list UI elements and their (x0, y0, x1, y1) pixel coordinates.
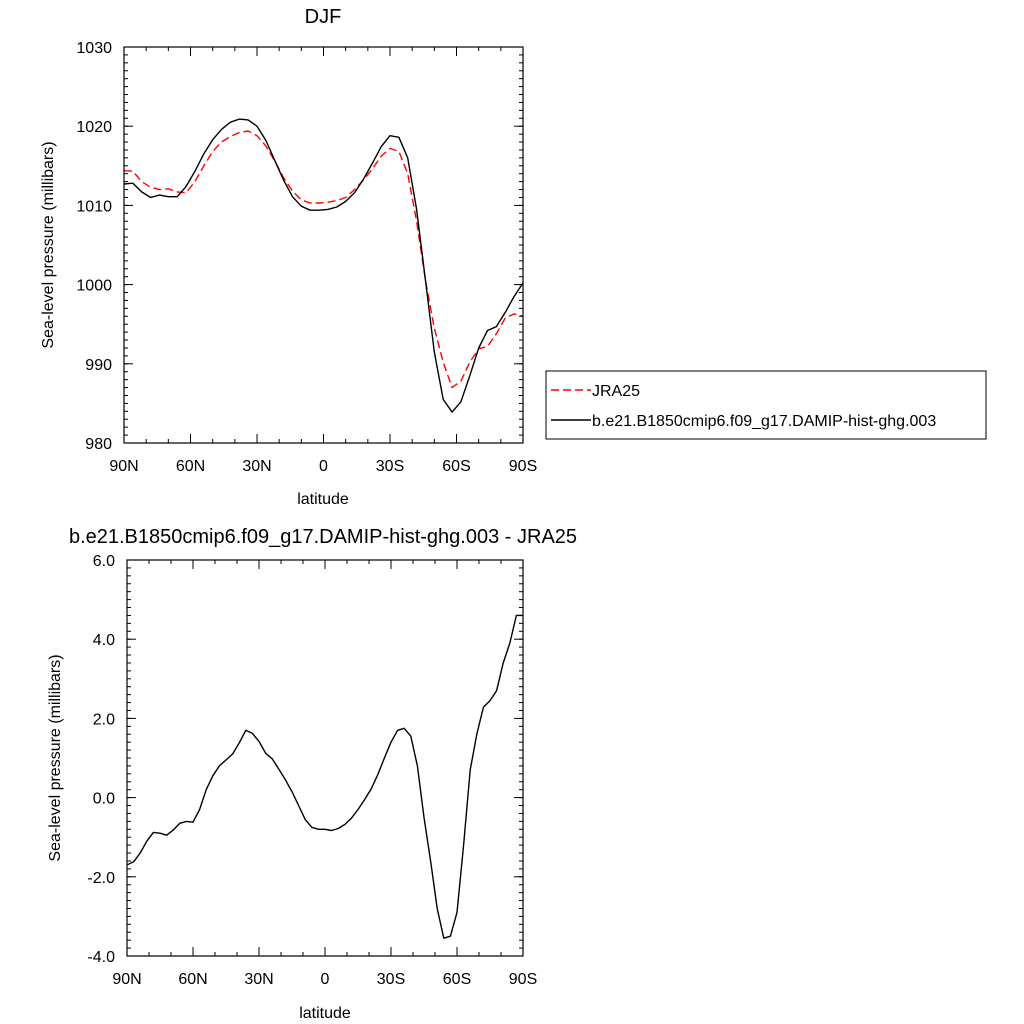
bottom-y-axis-label: Sea-level pressure (millibars) (47, 654, 64, 861)
bottom-x-tick-label: 90S (509, 971, 537, 988)
legend-box (545, 370, 987, 440)
top-x-tick-label: 60N (176, 458, 205, 475)
top-y-tick-label: 990 (85, 357, 112, 374)
legend-label-model: b.e21.B1850cmip6.f09_g17.DAMIP-hist-ghg.… (592, 413, 936, 430)
bottom-x-axis-label: latitude (299, 1005, 351, 1022)
top-chart-legend: JRA25 b.e21.B1850cmip6.f09_g17.DAMIP-his… (545, 370, 987, 440)
bottom-x-tick-label: 60N (178, 971, 207, 988)
bottom-y-tick-label: 4.0 (93, 632, 115, 649)
top-series-line-jra25 (123, 130, 524, 389)
top-y-tick-label: 1010 (76, 198, 112, 215)
top-x-tick-label: 60S (442, 458, 470, 475)
bottom-chart: b.e21.B1850cmip6.f09_g17.DAMIP-hist-ghg.… (47, 526, 577, 1022)
top-y-tick-label: 1020 (76, 119, 112, 136)
top-x-tick-label: 90N (109, 458, 138, 475)
bottom-x-tick-label: 90N (112, 971, 141, 988)
top-chart-title: DJF (305, 6, 342, 28)
top-y-tick-label: 980 (85, 436, 112, 453)
top-x-tick-label: 90S (509, 458, 537, 475)
top-y-tick-label: 1030 (76, 40, 112, 57)
bottom-x-tick-label: 30S (377, 971, 405, 988)
bottom-chart-title: b.e21.B1850cmip6.f09_g17.DAMIP-hist-ghg.… (69, 526, 577, 548)
top-x-tick-label: 30N (242, 458, 271, 475)
bottom-x-tick-label: 0 (321, 971, 330, 988)
top-x-tick-label: 0 (319, 458, 328, 475)
top-x-axis-label: latitude (297, 491, 349, 508)
bottom-y-tick-label: 2.0 (93, 711, 115, 728)
top-series-line-b-e21-b1850cmip6-f09-g17-damip-hist-ghg-003 (123, 118, 524, 413)
top-chart: DJF 90N 60N 30N 0 30S 60S 90S 980 990 1000 1010 102… (40, 6, 987, 508)
bottom-series-line-difference (126, 614, 523, 939)
top-y-axis-label: Sea-level pressure (millibars) (40, 141, 57, 348)
bottom-y-tick-label: 6.0 (93, 553, 115, 570)
bottom-y-tick-label: -2.0 (87, 870, 115, 887)
top-y-tick-label: 1000 (76, 278, 112, 295)
bottom-x-tick-label: 60S (443, 971, 471, 988)
bottom-y-tick-label: 0.0 (93, 791, 115, 808)
bottom-x-tick-label: 30N (244, 971, 273, 988)
bottom-y-tick-label: -4.0 (87, 949, 115, 966)
top-x-tick-label: 30S (376, 458, 404, 475)
legend-label-jra25: JRA25 (592, 383, 640, 400)
